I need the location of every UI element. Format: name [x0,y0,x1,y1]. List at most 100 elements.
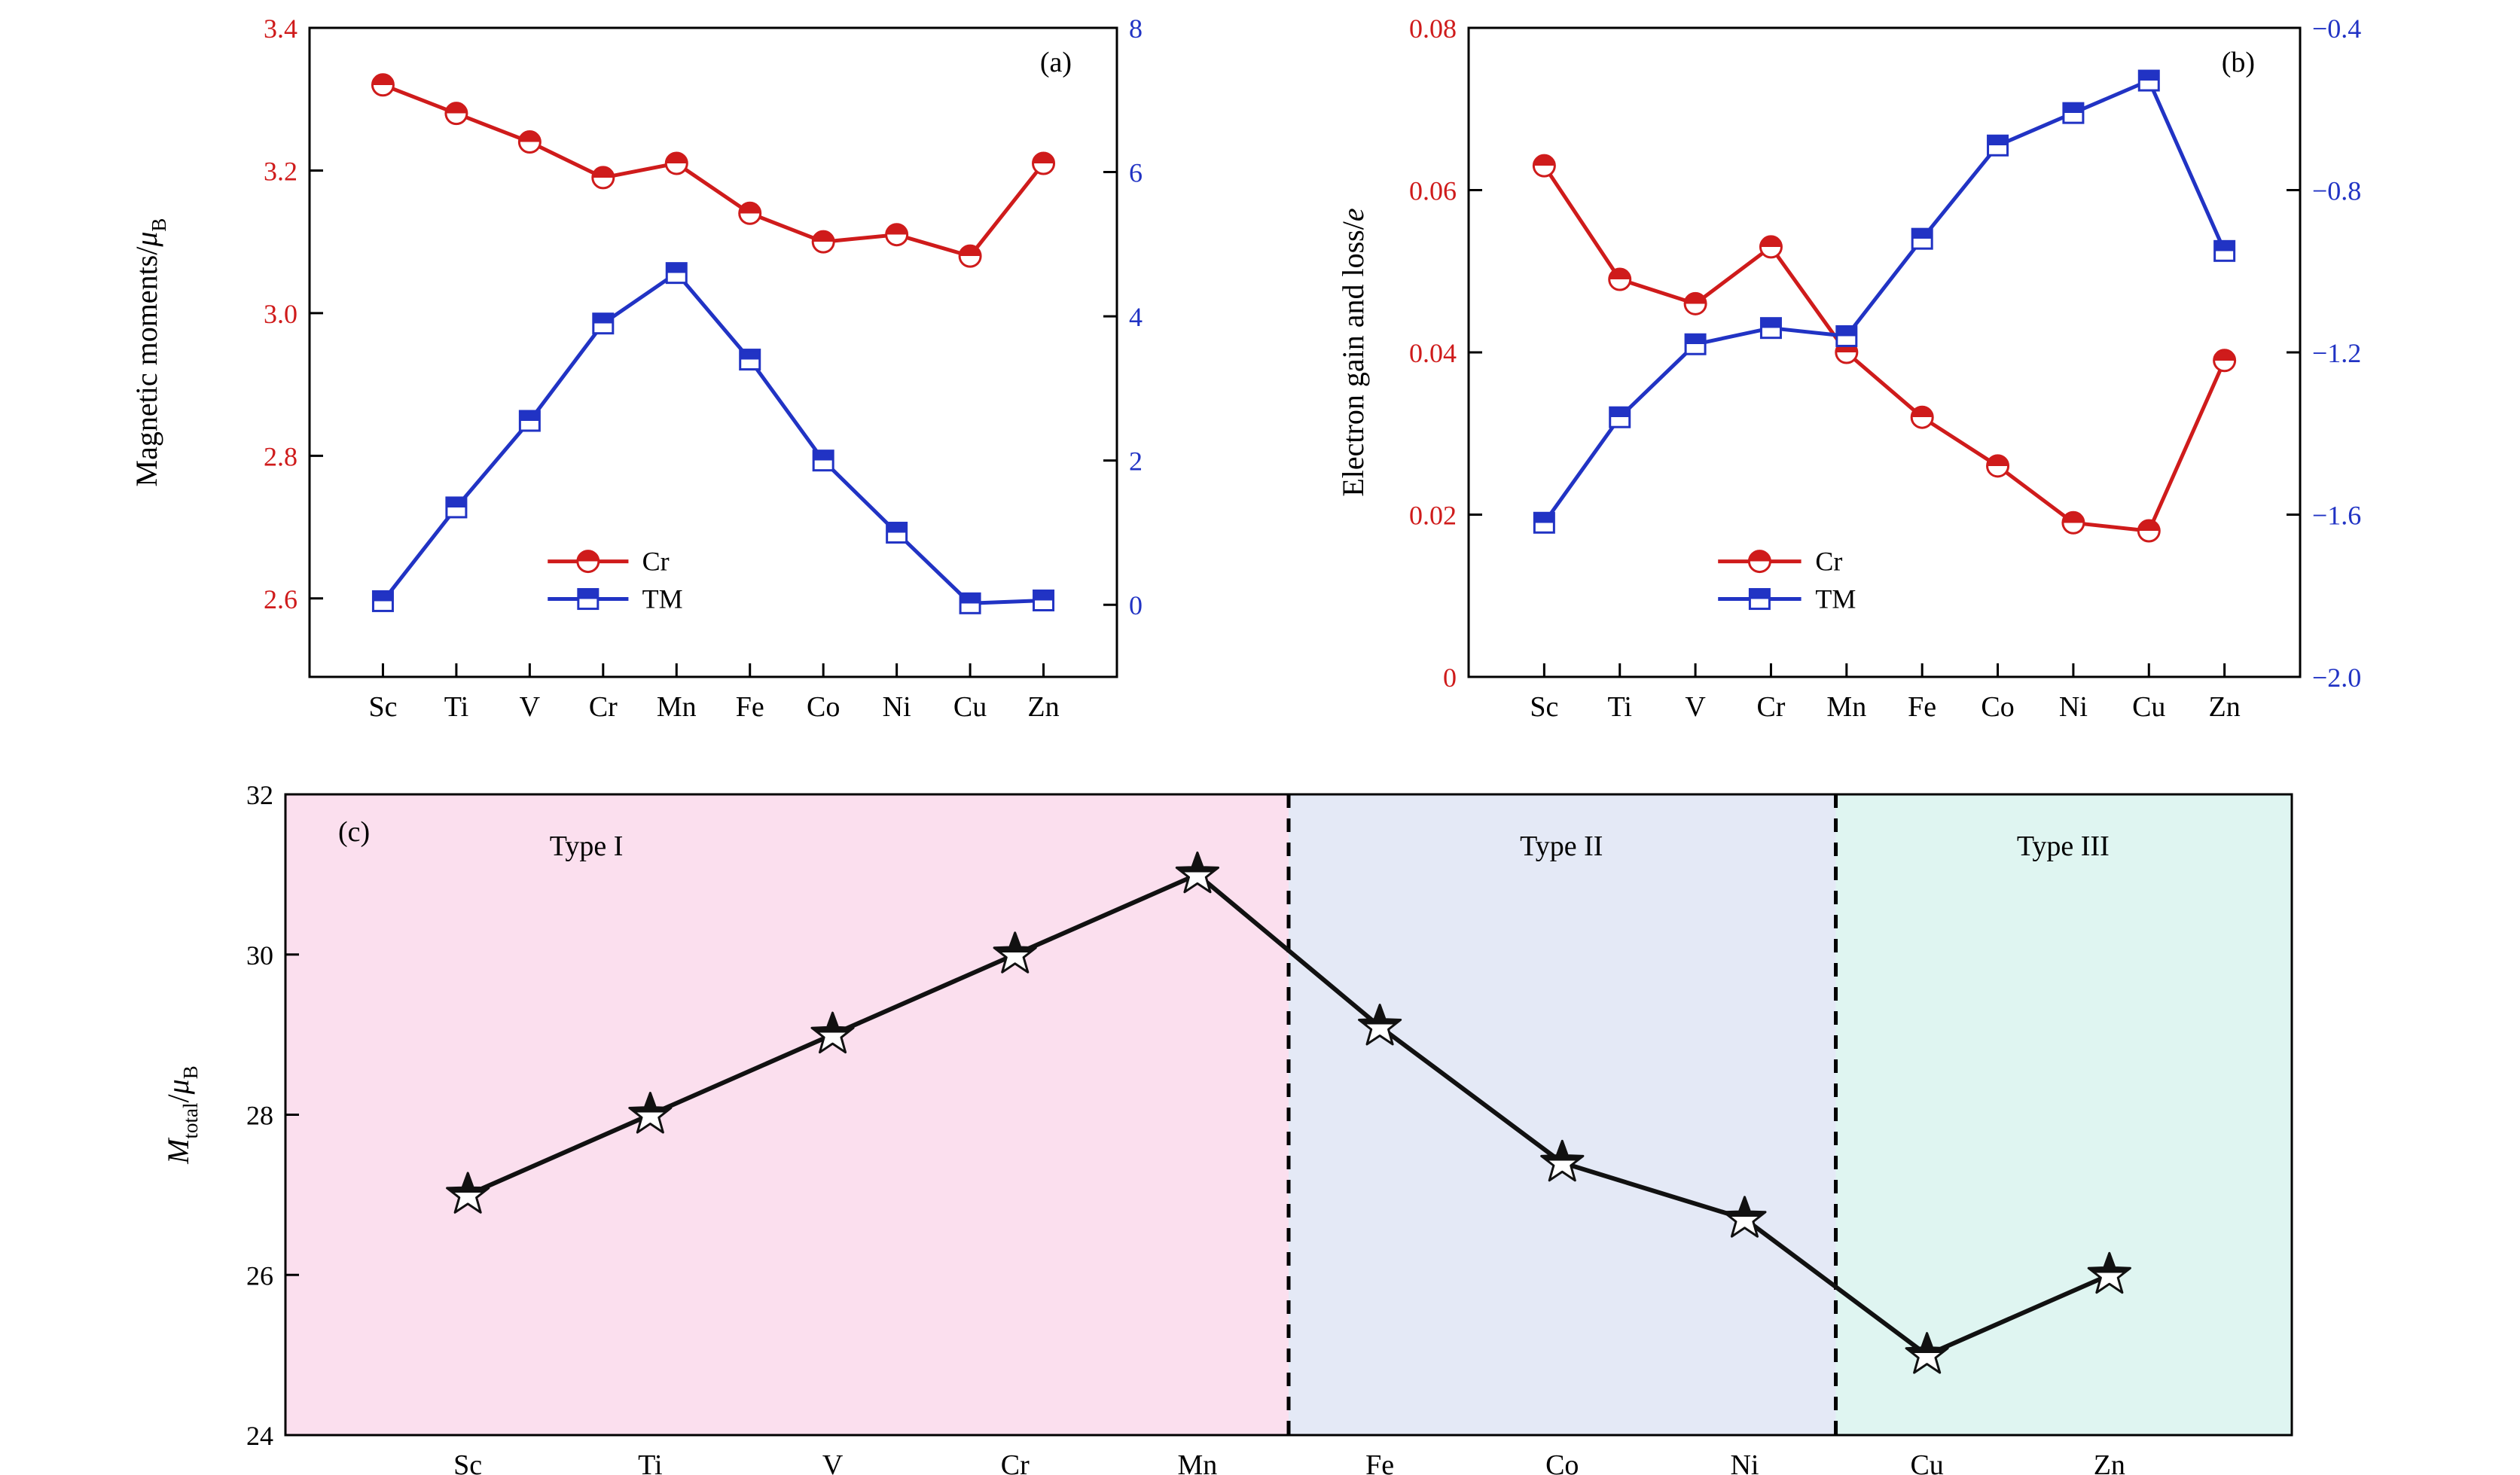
right-tick-label: 8 [1129,14,1143,44]
legend-label: TM [642,584,683,614]
x-tick-label: Cr [1756,691,1785,723]
data-point-circle [1608,267,1632,291]
x-tick-label: Co [807,691,840,723]
right-tick-label: −1.6 [2312,501,2361,531]
left-tick-label: 30 [246,940,273,971]
label-subscript: B [148,218,170,232]
data-point-circle [2061,510,2085,535]
data-point-circle [958,244,982,268]
x-tick-label: V [822,1449,844,1475]
x-tick-label: Zn [1027,691,1059,723]
legend-label: Cr [1815,547,1842,577]
x-tick-label: Cu [953,691,987,723]
left-tick-label: 0.08 [1409,14,1457,44]
x-tick-label: Co [1545,1449,1579,1475]
data-point-star [1722,1196,1767,1238]
data-point-square [2137,69,2160,92]
region-band [1835,794,2292,1435]
series-line-Cr [382,83,1045,258]
label-text: Electron gain and loss/ [1336,221,1370,496]
plot-border [308,26,1118,678]
x-tick-label: Co [1981,691,2014,723]
data-point-circle [664,151,688,175]
x-tick-label: Mn [1826,691,1866,723]
x-tick-label: Sc [1530,691,1558,723]
data-point-square [739,349,761,371]
data-point-circle [885,223,909,247]
data-point-square [1684,333,1707,355]
label-subscript: total [179,1102,202,1138]
x-tick-label: Fe [1908,691,1936,723]
right-tick-label: −0.8 [2312,176,2361,206]
data-point-circle [1910,405,1934,429]
right-tick-label: 0 [1129,590,1143,620]
x-tick-label: V [520,691,541,723]
region-label: Type III [2017,830,2110,862]
left-tick-label: 24 [246,1421,273,1451]
x-tick-label: Sc [368,691,397,723]
data-point-square [812,450,834,472]
y-axis-label: Electron gain and loss/e [1336,208,1370,496]
left-tick-label: 0 [1443,663,1457,693]
region-band [285,794,1289,1435]
data-point-square [1987,134,2009,157]
panel-b: 0 0.02 0.04 0.06 0.08 −2.0 −1.6 −1.2 −0.8 −0.4 Sc T… [1336,14,2361,723]
left-tick-label: 32 [246,780,273,810]
label-text: μ [130,232,163,248]
data-point-square [886,521,908,544]
series-line-Cr [1542,164,2226,533]
x-tick-label: Ti [1608,691,1632,723]
x-tick-label: Cr [1001,1449,1030,1475]
x-tick-label: Zn [2094,1449,2125,1475]
data-point-square [2062,102,2085,124]
right-tick-label: 4 [1129,302,1143,332]
label-subscript: B [179,1065,202,1079]
left-tick-label: 0.06 [1409,176,1457,206]
x-tick-label: Fe [1365,1449,1394,1475]
data-point-star [1540,1139,1585,1182]
label-text: μ [161,1079,195,1095]
y-axis-label: Mtotal/μB [161,1065,202,1165]
label-text: M [161,1137,195,1165]
x-tick-label: Ni [1730,1449,1759,1475]
data-point-square [2213,239,2236,262]
panel-corner-label: (c) [338,816,370,848]
plot-border [1467,26,2302,678]
right-tick-label: −0.4 [2312,14,2361,44]
panel-c: Type I Type II Type III 24 26 28 30 32 Sc Ti V Cr Mn… [161,780,2293,1475]
data-point-circle [1747,550,1771,574]
label-text: Magnetic moments/ [130,246,163,487]
left-tick-label: 3.0 [264,299,297,329]
region-band [1289,794,1836,1435]
series-line-TM [381,271,1044,605]
x-tick-label: Cr [589,691,618,723]
data-point-circle [2213,349,2237,373]
x-tick-label: Ti [444,691,468,723]
right-tick-label: −2.0 [2312,663,2361,693]
data-point-square [1748,588,1771,611]
x-tick-label: Mn [1178,1449,1218,1475]
x-tick-label: Ni [2059,691,2088,723]
data-point-star [2087,1251,2131,1294]
x-tick-label: Zn [2209,691,2241,723]
data-point-square [1835,325,1858,347]
x-tick-label: Sc [453,1449,482,1475]
panel-a: 2.6 2.8 3.0 3.2 3.4 0 2 4 6 8 Sc Ti V Cr Mn Fe Co Ni Cu Zn C… [130,14,1143,723]
left-tick-label: 2.6 [264,584,297,614]
data-point-square [1609,406,1631,428]
data-point-star [628,1092,673,1134]
region-label: Type II [1520,830,1603,862]
left-tick-label: 28 [246,1101,273,1131]
data-point-circle [1532,154,1556,178]
data-point-star [1175,851,1219,894]
data-point-square [518,410,541,432]
panel-corner-label: (b) [2222,47,2255,78]
data-point-circle [517,130,542,154]
x-tick-label: V [1685,691,1706,723]
legend-label: Cr [642,547,670,577]
x-tick-label: Ti [638,1449,662,1475]
data-point-circle [576,550,600,574]
series-line-Mtotal [466,872,2111,1358]
x-tick-label: Cu [2132,691,2165,723]
left-tick-label: 0.02 [1409,501,1457,531]
